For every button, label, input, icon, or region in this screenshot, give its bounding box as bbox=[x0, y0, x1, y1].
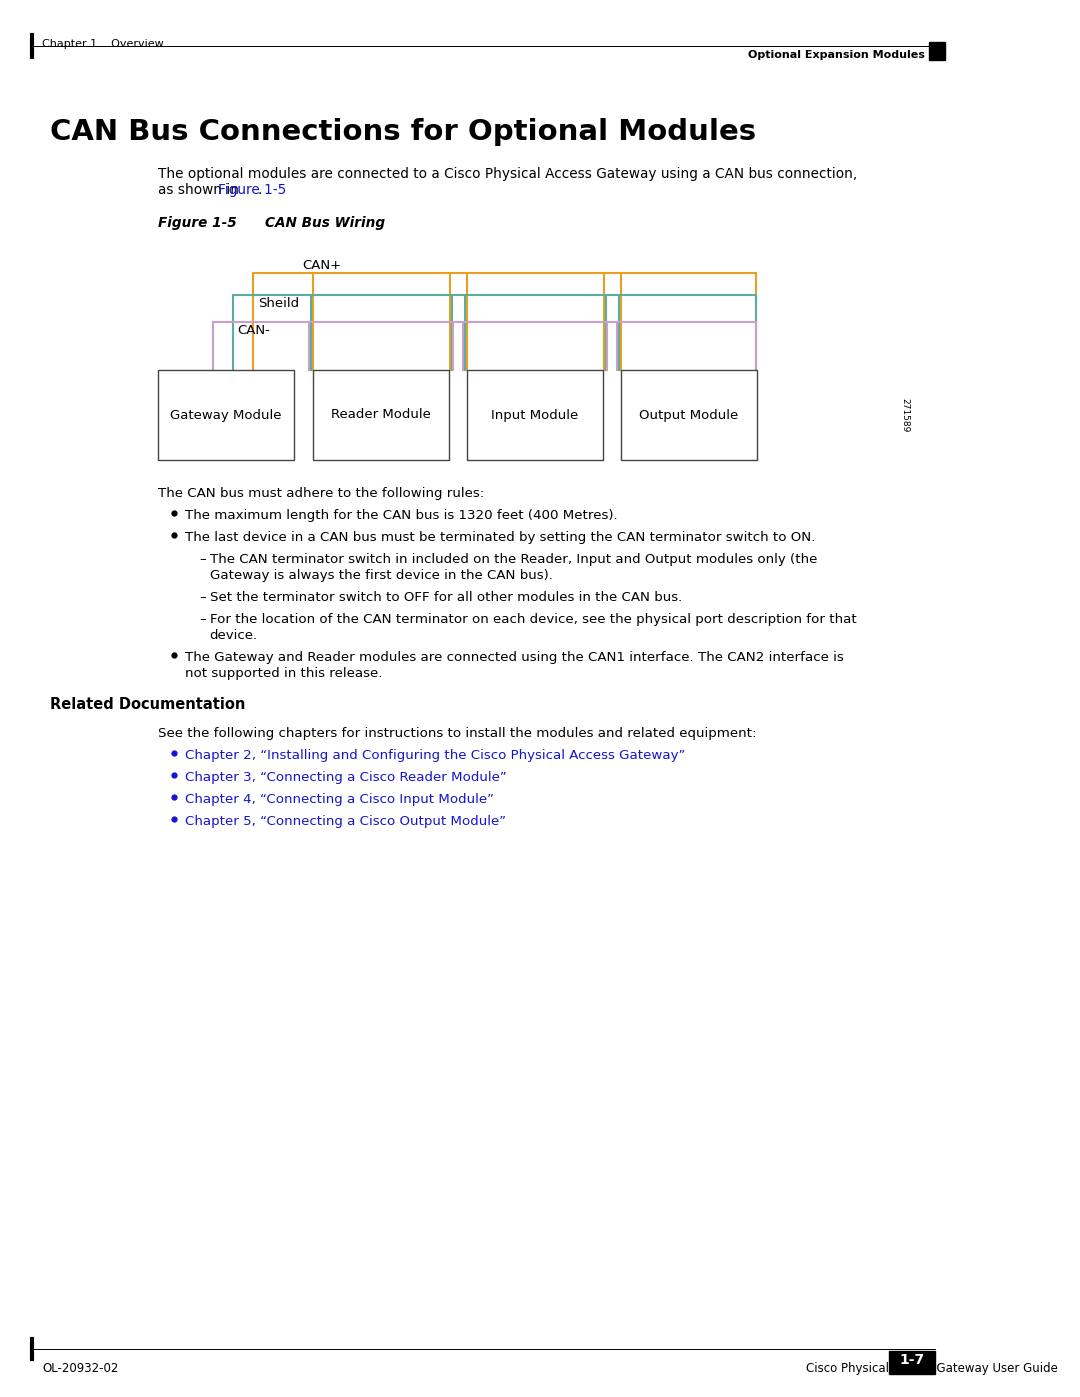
Text: Chapter 5, “Connecting a Cisco Output Module”: Chapter 5, “Connecting a Cisco Output Mo… bbox=[185, 814, 505, 828]
Text: as shown in: as shown in bbox=[158, 183, 243, 197]
Bar bbox=[313, 370, 449, 460]
Text: Figure 1-5: Figure 1-5 bbox=[158, 217, 237, 231]
Text: 1-7: 1-7 bbox=[900, 1352, 924, 1366]
Text: –: – bbox=[199, 553, 205, 566]
Text: .: . bbox=[257, 183, 261, 197]
Text: Input Module: Input Module bbox=[491, 408, 579, 422]
Text: The CAN terminator switch in included on the Reader, Input and Output modules on: The CAN terminator switch in included on… bbox=[210, 553, 818, 566]
Bar bbox=[889, 1351, 935, 1375]
Text: device.: device. bbox=[210, 629, 258, 643]
Text: CAN+: CAN+ bbox=[302, 258, 341, 272]
Text: CAN-: CAN- bbox=[238, 324, 270, 337]
Text: Chapter 2, “Installing and Configuring the Cisco Physical Access Gateway”: Chapter 2, “Installing and Configuring t… bbox=[185, 749, 685, 761]
Text: OL-20932-02: OL-20932-02 bbox=[42, 1362, 119, 1375]
Text: The last device in a CAN bus must be terminated by setting the CAN terminator sw: The last device in a CAN bus must be ter… bbox=[185, 531, 815, 543]
Text: Optional Expansion Modules: Optional Expansion Modules bbox=[747, 50, 924, 60]
Text: Cisco Physical Access Gateway User Guide: Cisco Physical Access Gateway User Guide bbox=[807, 1362, 1058, 1375]
Text: Set the terminator switch to OFF for all other modules in the CAN bus.: Set the terminator switch to OFF for all… bbox=[210, 591, 683, 604]
Bar bbox=[467, 370, 603, 460]
Text: Sheild: Sheild bbox=[258, 298, 299, 310]
Text: Chapter 1    Overview: Chapter 1 Overview bbox=[42, 39, 164, 49]
Text: Chapter 3, “Connecting a Cisco Reader Module”: Chapter 3, “Connecting a Cisco Reader Mo… bbox=[185, 771, 507, 784]
Text: –: – bbox=[199, 591, 205, 604]
Text: Gateway Module: Gateway Module bbox=[170, 408, 282, 422]
Text: Reader Module: Reader Module bbox=[330, 408, 431, 422]
Text: The CAN bus must adhere to the following rules:: The CAN bus must adhere to the following… bbox=[158, 488, 484, 500]
Text: Output Module: Output Module bbox=[639, 408, 739, 422]
Text: The optional modules are connected to a Cisco Physical Access Gateway using a CA: The optional modules are connected to a … bbox=[158, 168, 856, 182]
Text: See the following chapters for instructions to install the modules and related e: See the following chapters for instructi… bbox=[158, 726, 756, 740]
Bar bbox=[621, 370, 757, 460]
Text: 271589: 271589 bbox=[901, 398, 909, 432]
Text: –: – bbox=[199, 613, 205, 626]
Text: The maximum length for the CAN bus is 1320 feet (400 Metres).: The maximum length for the CAN bus is 13… bbox=[185, 509, 618, 522]
Text: CAN Bus Wiring: CAN Bus Wiring bbox=[266, 217, 386, 231]
Text: Chapter 4, “Connecting a Cisco Input Module”: Chapter 4, “Connecting a Cisco Input Mod… bbox=[185, 793, 494, 806]
Text: CAN Bus Connections for Optional Modules: CAN Bus Connections for Optional Modules bbox=[50, 117, 756, 147]
Text: Figure 1-5: Figure 1-5 bbox=[218, 183, 286, 197]
Bar bbox=[158, 370, 294, 460]
Text: The Gateway and Reader modules are connected using the CAN1 interface. The CAN2 : The Gateway and Reader modules are conne… bbox=[185, 651, 843, 664]
Text: For the location of the CAN terminator on each device, see the physical port des: For the location of the CAN terminator o… bbox=[210, 613, 856, 626]
Text: Related Documentation: Related Documentation bbox=[50, 697, 245, 712]
Bar bbox=[929, 42, 945, 60]
Text: Gateway is always the first device in the CAN bus).: Gateway is always the first device in th… bbox=[210, 569, 553, 583]
Text: not supported in this release.: not supported in this release. bbox=[185, 666, 382, 680]
